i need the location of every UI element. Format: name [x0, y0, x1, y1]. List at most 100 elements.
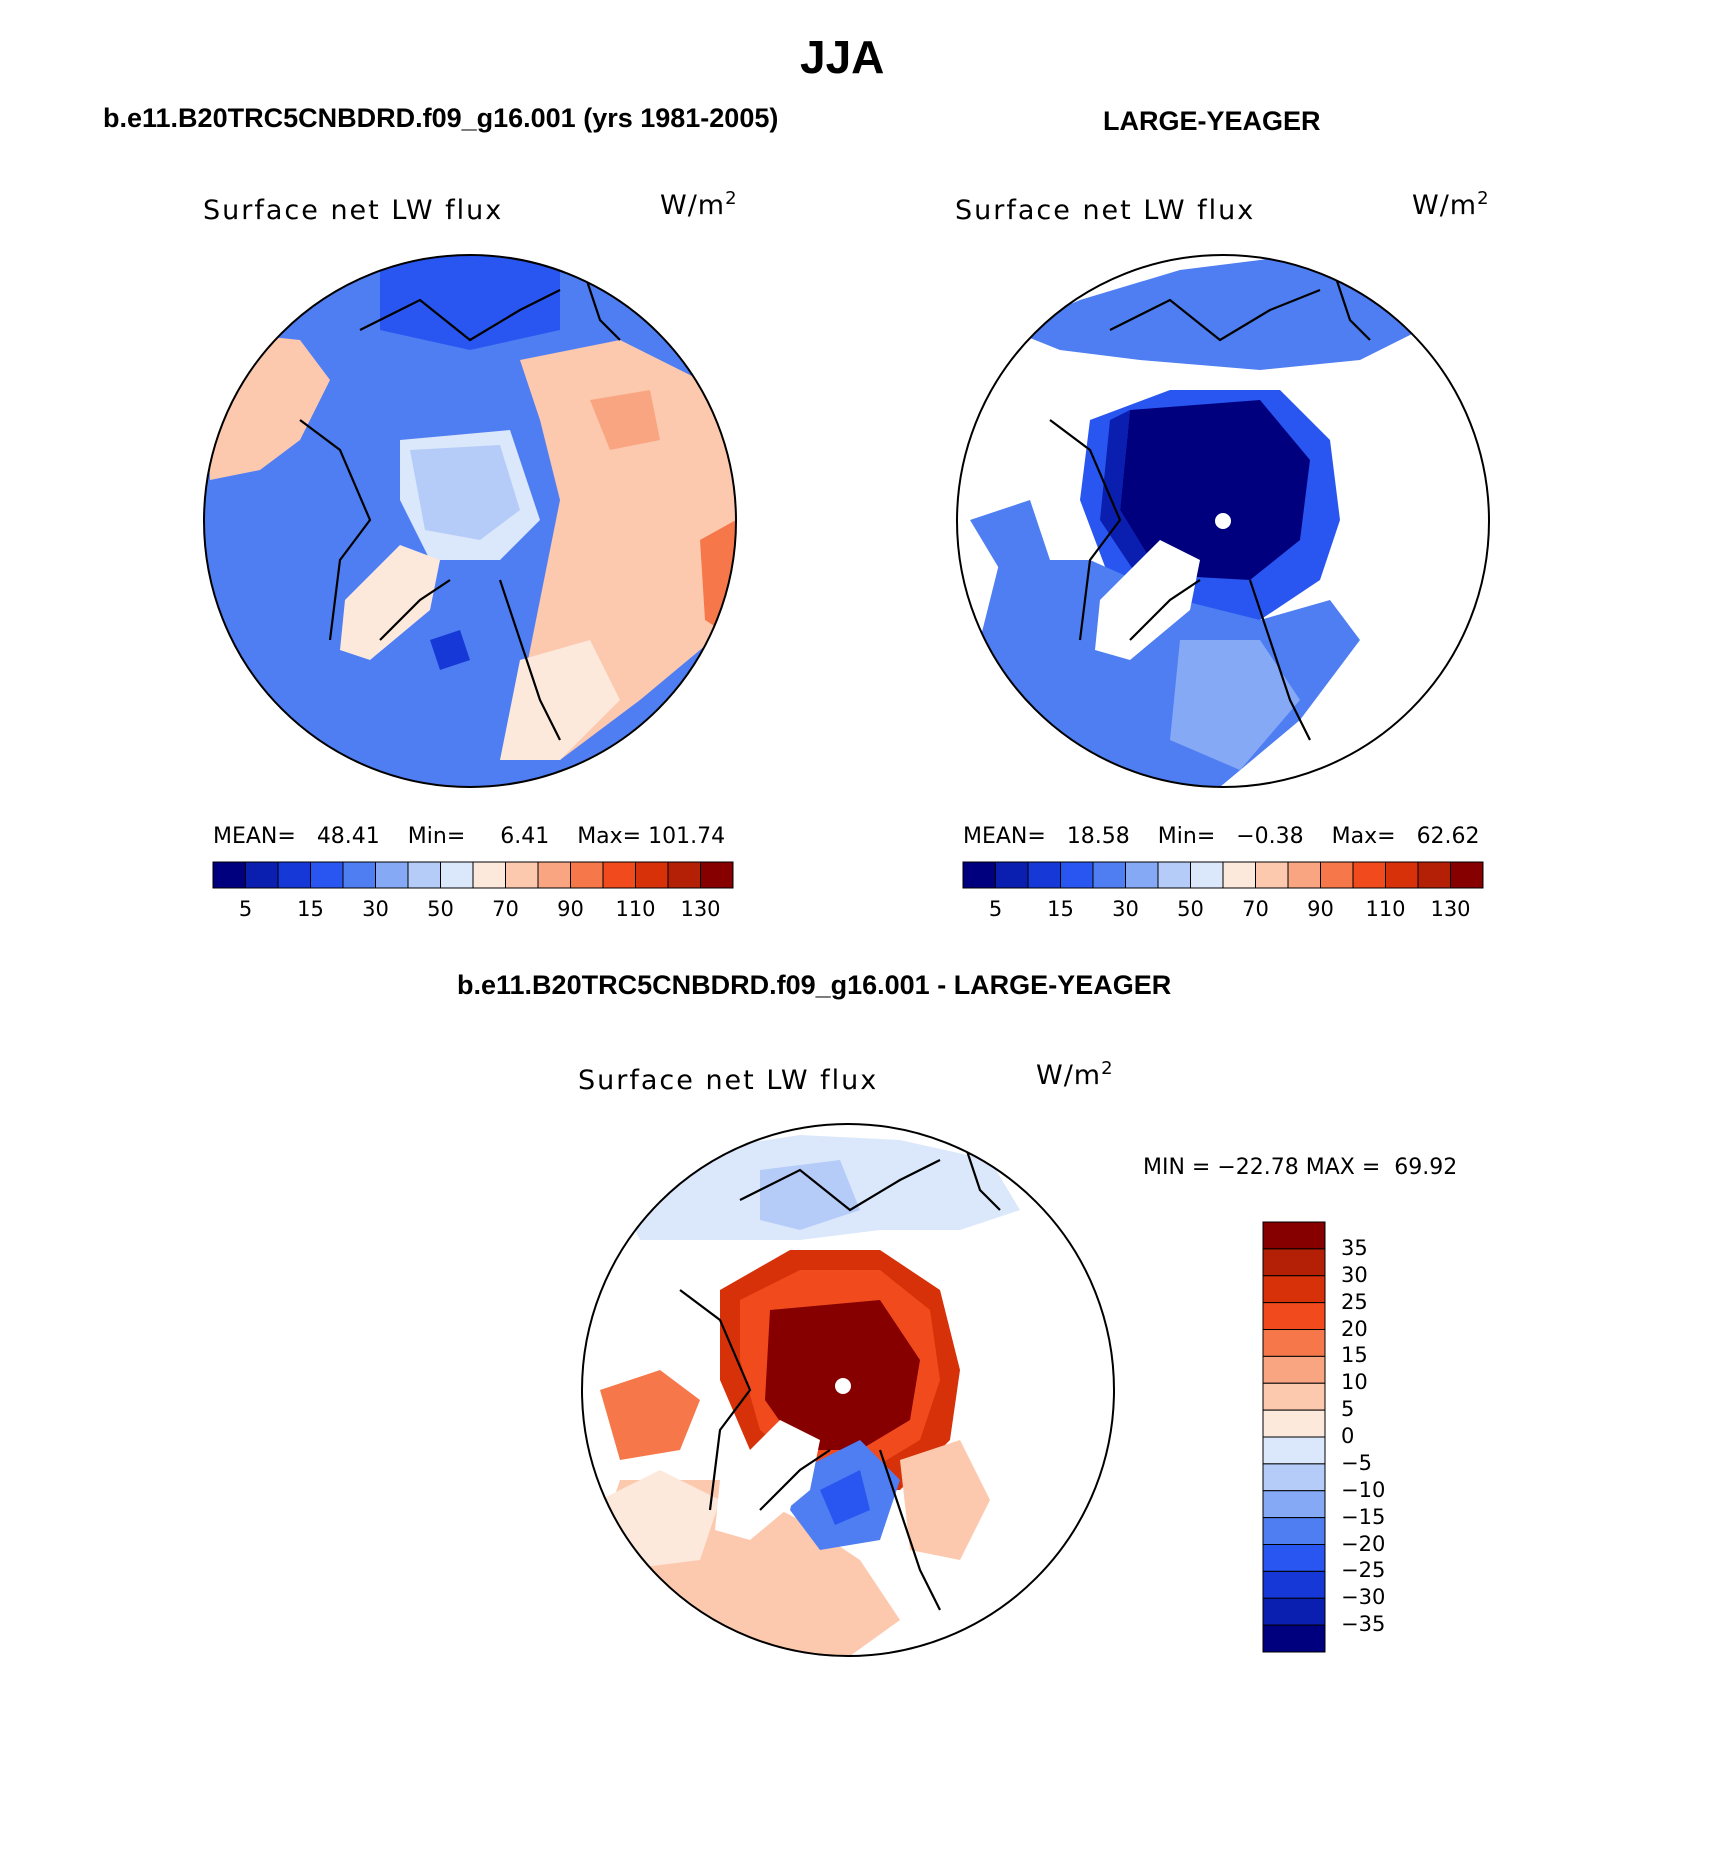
- min-value-model: 6.41: [500, 824, 550, 849]
- colorbar-model-tick-label: 70: [492, 897, 519, 921]
- colorbar-model-swatch: [212, 861, 246, 889]
- colorbar-diff-tick-label: −10: [1341, 1477, 1386, 1502]
- colorbar-diff-swatch: [1262, 1275, 1326, 1304]
- mean-label-obs: MEAN=: [963, 824, 1046, 849]
- max-label-model: Max=: [577, 824, 642, 849]
- colorbar-diff-tick-label: −20: [1341, 1531, 1386, 1556]
- colorbar-model-swatch: [277, 861, 311, 889]
- units-base-obs: W/m: [1412, 190, 1478, 221]
- colorbar-diff-swatch: [1262, 1624, 1326, 1653]
- colorbar-diff-tick-label: −30: [1341, 1585, 1386, 1610]
- panel-title-model: b.e11.B20TRC5CNBDRD.f09_g16.001 (yrs 198…: [103, 103, 779, 133]
- colorbar-obs-swatch: [1125, 861, 1159, 889]
- region-cold-core-c: [820, 1470, 870, 1525]
- stats-model: MEAN= 48.41 Min= 6.41 Max= 101.74: [213, 824, 725, 849]
- region-dark-a: [430, 630, 470, 670]
- colorbar-diff-tick-label: 20: [1341, 1316, 1368, 1341]
- units-base-diff: W/m: [1036, 1060, 1102, 1091]
- colorbar-model-swatch: [667, 861, 701, 889]
- min-value-obs: −0.38: [1236, 824, 1304, 849]
- pole-marker-b: [1215, 513, 1231, 529]
- map-diff: [581, 1123, 1115, 1657]
- colorbar-model-tick-label: 15: [297, 897, 324, 921]
- colorbar-model-tick-label: 50: [427, 897, 454, 921]
- colorbar-model-tick-label: 130: [680, 897, 721, 921]
- colorbar-obs-tick-label: 15: [1047, 897, 1074, 921]
- colorbar-diff-tick-label: 0: [1341, 1424, 1355, 1448]
- colorbar-model-tick-label: 30: [362, 897, 389, 921]
- colorbar-obs-swatch: [1255, 861, 1289, 889]
- colorbar-diff-tick-label: −5: [1341, 1450, 1372, 1475]
- colorbar-model-swatch: [537, 861, 571, 889]
- map-boundary-b: [956, 254, 1490, 788]
- colorbar-obs-swatch: [1385, 861, 1419, 889]
- colorbar-diff-tick-label: −35: [1341, 1612, 1386, 1637]
- region-greenland-b: [1095, 540, 1200, 660]
- colorbar-model-swatch: [407, 861, 441, 889]
- max-value-obs: 62.62: [1416, 824, 1480, 849]
- region-pole-b: [1120, 400, 1310, 580]
- colorbar-obs: [962, 861, 1484, 889]
- colorbar-obs-tick-label: 90: [1307, 897, 1334, 921]
- colorbar-diff-swatch: [1262, 1490, 1326, 1519]
- region-north-a: [380, 255, 560, 350]
- region-greenland-c: [715, 1420, 820, 1540]
- region-east-c: [900, 1440, 990, 1560]
- colorbar-diff-swatch: [1262, 1436, 1326, 1465]
- coast-b: [1049, 259, 1371, 741]
- colorbar-obs-swatch: [1450, 861, 1484, 889]
- colorbar-diff-swatch: [1262, 1382, 1326, 1411]
- variable-label-diff: Surface net LW flux: [578, 1065, 879, 1096]
- units-exp-diff: 2: [1101, 1058, 1114, 1079]
- units-obs: W/m2: [1412, 188, 1490, 221]
- map-model: [203, 254, 737, 788]
- stats-diff: MIN = −22.78 MAX = 69.92: [1143, 1155, 1458, 1180]
- region-pole-edge-b: [1100, 410, 1160, 580]
- colorbar-model: [212, 861, 734, 889]
- units-exp-obs: 2: [1477, 188, 1490, 209]
- colorbar-diff-swatch: [1262, 1597, 1326, 1626]
- colorbar-obs-tick-label: 30: [1112, 897, 1139, 921]
- region-west-b: [970, 500, 1050, 570]
- max-label-obs: Max=: [1331, 824, 1396, 849]
- colorbar-diff-swatch: [1262, 1570, 1326, 1599]
- map-boundary-a: [203, 254, 737, 788]
- colorbar-obs-tick-label: 70: [1242, 897, 1269, 921]
- colorbar-model-swatch: [440, 861, 474, 889]
- region-north-b: [1010, 255, 1420, 370]
- season-title: JJA: [800, 31, 885, 83]
- colorbar-diff-tick-label: 15: [1341, 1343, 1368, 1368]
- colorbar-diff-tick-label: −15: [1341, 1504, 1386, 1529]
- colorbar-diff-tick-label: 5: [1341, 1397, 1355, 1422]
- colorbar-diff-tick-label: 25: [1341, 1289, 1368, 1314]
- colorbar-diff-swatch: [1262, 1302, 1326, 1330]
- colorbar-diff-tick-label: 35: [1341, 1235, 1368, 1260]
- colorbar-obs-swatch: [1320, 861, 1354, 889]
- variable-label-obs: Surface net LW flux: [955, 195, 1256, 226]
- max-value-model: 101.74: [648, 824, 726, 849]
- colorbar-model-swatch: [635, 861, 669, 889]
- colorbar-model-swatch: [505, 861, 539, 889]
- units-exp-model: 2: [725, 188, 738, 209]
- colorbar-model-swatch: [602, 861, 636, 889]
- region-warm-east-core-a: [590, 390, 660, 450]
- colorbar-diff-tick-label: −25: [1341, 1558, 1386, 1583]
- variable-label-model: Surface net LW flux: [203, 195, 504, 226]
- coast-a: [299, 259, 621, 741]
- colorbar-model-swatch: [570, 861, 604, 889]
- panel-title-obs: LARGE-YEAGER: [1103, 106, 1321, 136]
- colorbar-obs-swatch: [1157, 861, 1191, 889]
- region-atlantic-pale-b: [1170, 640, 1300, 770]
- units-base-model: W/m: [660, 190, 726, 221]
- region-pole-c: [765, 1300, 920, 1450]
- colorbar-diff-swatch: [1262, 1409, 1326, 1438]
- colorbar-diff: [1262, 1221, 1326, 1653]
- region-west-c: [600, 1370, 700, 1460]
- map-boundary-c: [581, 1123, 1115, 1657]
- colorbar-obs-swatch: [1027, 861, 1061, 889]
- colorbar-obs-tick-label: 110: [1365, 897, 1406, 921]
- min-label-model: Min=: [407, 824, 466, 849]
- mean-value-obs: 18.58: [1066, 824, 1130, 849]
- colorbar-model-tick-label: 110: [615, 897, 656, 921]
